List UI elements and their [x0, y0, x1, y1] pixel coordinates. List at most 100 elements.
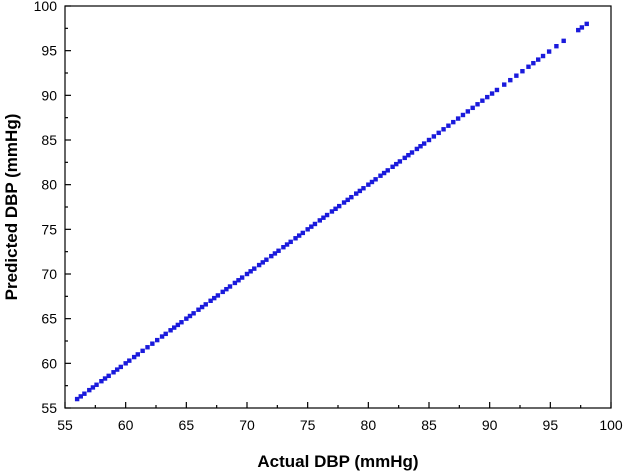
data-point	[520, 69, 525, 74]
y-tick-label: 55	[41, 400, 57, 416]
data-point	[409, 150, 415, 155]
data-point	[390, 164, 395, 169]
data-point	[531, 60, 536, 66]
data-point	[431, 134, 437, 139]
data-point	[140, 348, 145, 354]
data-point	[168, 328, 173, 333]
data-point	[260, 260, 265, 265]
y-tick-label: 65	[41, 311, 57, 327]
y-tick-label: 100	[34, 0, 58, 14]
data-point	[406, 152, 411, 158]
data-point	[494, 87, 500, 93]
data-point	[239, 275, 245, 280]
data-point	[475, 102, 480, 107]
y-axis-title: Predicted DBP (mmHg)	[2, 114, 21, 301]
data-point	[220, 289, 225, 295]
x-axis-title: Actual DBP (mmHg)	[257, 452, 418, 471]
data-point	[324, 212, 330, 218]
data-point	[349, 194, 354, 200]
data-point	[354, 191, 359, 196]
y-tick-label: 75	[41, 221, 57, 237]
data-point	[82, 391, 87, 396]
data-point	[465, 109, 471, 114]
data-point	[455, 116, 461, 121]
data-point	[159, 334, 165, 339]
data-point	[312, 221, 318, 227]
data-point	[184, 316, 189, 321]
data-point	[114, 367, 120, 372]
data-point	[421, 141, 427, 146]
y-tick-label: 90	[41, 87, 57, 103]
x-tick-label: 70	[239, 417, 255, 433]
data-point	[576, 27, 581, 33]
data-point	[341, 200, 347, 205]
data-point	[203, 302, 208, 307]
x-tick-label: 95	[543, 417, 559, 433]
data-point	[378, 173, 383, 178]
data-point	[373, 177, 378, 182]
x-tick-label: 60	[118, 417, 134, 433]
data-point	[227, 284, 233, 289]
data-point	[284, 242, 290, 247]
data-point	[236, 278, 241, 283]
data-point	[414, 146, 420, 152]
data-point	[196, 307, 201, 312]
x-tick-label: 90	[482, 417, 498, 433]
data-point	[74, 396, 80, 402]
x-tick-label: 85	[421, 417, 437, 433]
data-point	[426, 137, 432, 143]
data-point	[269, 253, 274, 259]
x-tick-label: 80	[361, 417, 377, 433]
data-point	[546, 49, 552, 54]
axis-ticks	[64, 5, 612, 409]
data-point	[150, 341, 155, 346]
data-point	[514, 73, 519, 78]
data-points	[74, 21, 589, 402]
data-point	[296, 233, 302, 238]
data-point	[480, 98, 485, 103]
y-tick-label: 85	[41, 132, 57, 148]
data-point	[485, 94, 490, 100]
data-point	[366, 182, 371, 187]
data-point	[90, 385, 96, 390]
data-point	[187, 313, 193, 319]
data-point	[345, 197, 350, 203]
data-point	[191, 311, 196, 316]
data-point	[540, 53, 546, 59]
data-point	[584, 21, 589, 27]
data-point	[526, 64, 531, 69]
data-point	[87, 387, 92, 393]
data-point	[397, 159, 403, 164]
data-point	[208, 298, 213, 303]
data-point	[135, 352, 140, 357]
data-point	[264, 257, 269, 262]
data-point	[357, 188, 363, 194]
x-tick-label: 55	[57, 417, 73, 433]
data-point	[369, 179, 375, 185]
data-point	[470, 105, 475, 111]
data-point	[102, 376, 108, 381]
data-point	[394, 161, 399, 167]
data-point	[361, 186, 366, 191]
x-tick-label: 100	[599, 417, 623, 433]
data-point	[333, 206, 338, 211]
data-point	[145, 345, 150, 350]
data-point	[451, 119, 456, 125]
data-point	[179, 320, 184, 325]
y-tick-label: 60	[41, 355, 57, 371]
data-point	[248, 269, 253, 274]
data-point	[232, 280, 238, 286]
data-point	[256, 262, 262, 268]
data-point	[561, 38, 566, 44]
data-point	[554, 44, 559, 49]
data-point	[436, 130, 441, 136]
y-tick-label: 80	[41, 177, 57, 193]
x-tick-label: 65	[179, 417, 195, 433]
data-point	[288, 239, 293, 245]
data-point	[579, 25, 585, 30]
data-point	[175, 322, 181, 328]
data-point	[460, 112, 466, 118]
data-point	[199, 304, 205, 310]
y-tick-label: 95	[41, 43, 57, 59]
